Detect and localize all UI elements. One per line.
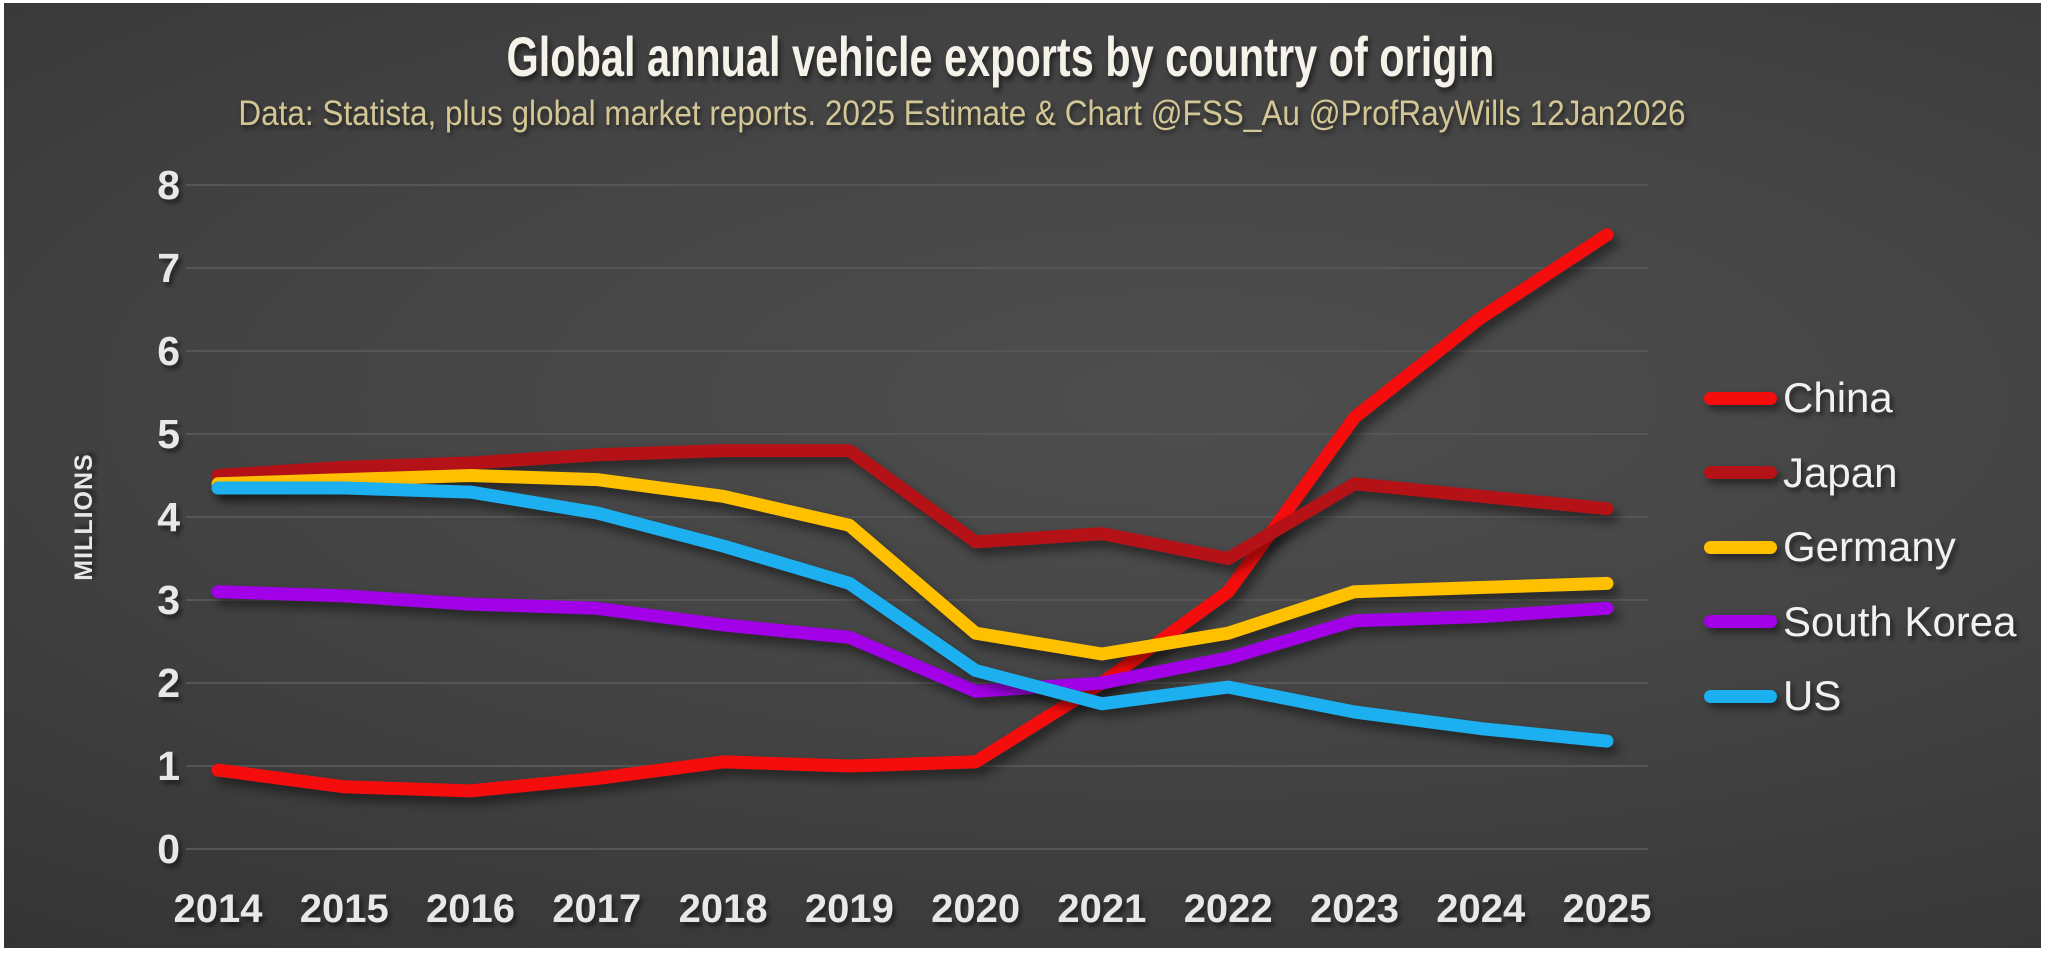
y-axis-title-text: MILLIONS [70,453,98,580]
x-axis-tick-labels: 2014 2015 2016 2017 2018 2019 2020 2021 2022 2023… [174,887,1652,931]
legend-swatch-icon [1704,466,1777,480]
x-tick-label-2020: 2020 [931,887,1020,931]
legend-label: South Korea [1783,597,2017,645]
legend-label: Japan [1783,448,1898,496]
x-tick-label-2019: 2019 [805,887,894,931]
y-tick-label-1: 1 [157,743,180,789]
y-tick-label-6: 6 [157,328,180,374]
x-tick-label-2014: 2014 [174,887,264,931]
legend-label: US [1783,672,1842,720]
legend-swatch-icon [1704,540,1777,554]
legend-swatch-icon [1704,391,1777,405]
x-tick-label-2022: 2022 [1184,887,1273,931]
chart-title: Global annual vehicle exports by country… [0,26,2000,88]
x-tick-label-2023: 2023 [1310,887,1399,931]
chart-title-text: Global annual vehicle exports by country… [506,25,1494,88]
series-line-germany [211,469,1614,661]
legend-item-japan: Japan [1704,436,2017,511]
gridlines [186,184,1648,850]
legend-swatch-icon [1704,689,1777,703]
legend-item-china: China [1704,361,2017,436]
y-axis-title: MILLIONS [70,453,98,580]
y-tick-label-7: 7 [157,245,180,291]
y-tick-label-3: 3 [157,577,180,623]
legend-item-germany: Germany [1704,510,2017,585]
series-line-south-korea [211,585,1614,698]
legend-item-south-korea: South Korea [1704,585,2017,660]
chart-subtitle: Data: Statista, plus global market repor… [0,92,1924,136]
data-series-lines [211,228,1614,798]
x-tick-label-2025: 2025 [1563,887,1652,931]
y-axis-tick-labels: 0 1 2 3 4 5 6 7 8 [157,162,180,872]
x-tick-label-2017: 2017 [552,887,641,931]
x-tick-label-2021: 2021 [1057,887,1146,931]
y-tick-label-8: 8 [157,162,180,208]
legend-swatch-icon [1704,615,1777,629]
legend-label: Germany [1783,523,1956,571]
series-line-china [211,228,1614,798]
y-tick-label-0: 0 [157,826,180,872]
y-tick-label-5: 5 [157,411,180,457]
series-line-us [211,481,1614,748]
chart-subtitle-text: Data: Statista, plus global market repor… [238,94,1686,133]
x-tick-label-2016: 2016 [426,887,515,931]
y-tick-label-2: 2 [157,660,180,706]
x-tick-label-2018: 2018 [679,887,768,931]
y-tick-label-4: 4 [157,494,180,540]
legend-label: China [1783,374,1893,422]
x-tick-label-2015: 2015 [300,887,389,931]
legend-item-us: US [1704,659,2017,734]
series-line-japan [211,444,1614,565]
x-tick-label-2024: 2024 [1436,887,1526,931]
chart-legend: China Japan Germany South Korea US [1704,361,2017,734]
